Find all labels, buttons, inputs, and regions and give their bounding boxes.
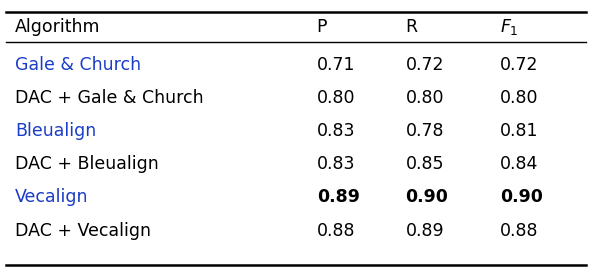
Text: 0.78: 0.78 (406, 122, 444, 140)
Text: Bleualign: Bleualign (15, 122, 96, 140)
Text: 0.71: 0.71 (317, 56, 355, 74)
Text: 0.83: 0.83 (317, 155, 355, 173)
Text: Algorithm: Algorithm (15, 18, 100, 36)
Text: 0.72: 0.72 (406, 56, 444, 74)
Text: 0.90: 0.90 (500, 188, 543, 206)
Text: R: R (406, 18, 417, 36)
Text: 0.83: 0.83 (317, 122, 355, 140)
Text: Vecalign: Vecalign (15, 188, 88, 206)
Text: 0.89: 0.89 (406, 222, 444, 240)
Text: Gale & Church: Gale & Church (15, 56, 141, 74)
Text: 0.80: 0.80 (406, 89, 444, 107)
Text: $\mathit{F}_1$: $\mathit{F}_1$ (500, 17, 519, 37)
Text: 0.90: 0.90 (406, 188, 448, 206)
Text: P: P (317, 18, 327, 36)
Text: 0.89: 0.89 (317, 188, 359, 206)
Text: 0.80: 0.80 (500, 89, 539, 107)
Text: DAC + Gale & Church: DAC + Gale & Church (15, 89, 204, 107)
Text: 0.88: 0.88 (317, 222, 355, 240)
Text: DAC + Vecalign: DAC + Vecalign (15, 222, 151, 240)
Text: 0.85: 0.85 (406, 155, 444, 173)
Text: DAC + Bleualign: DAC + Bleualign (15, 155, 159, 173)
Text: 0.72: 0.72 (500, 56, 539, 74)
Text: 0.84: 0.84 (500, 155, 539, 173)
Text: 0.88: 0.88 (500, 222, 539, 240)
Text: 0.80: 0.80 (317, 89, 355, 107)
Text: 0.81: 0.81 (500, 122, 539, 140)
